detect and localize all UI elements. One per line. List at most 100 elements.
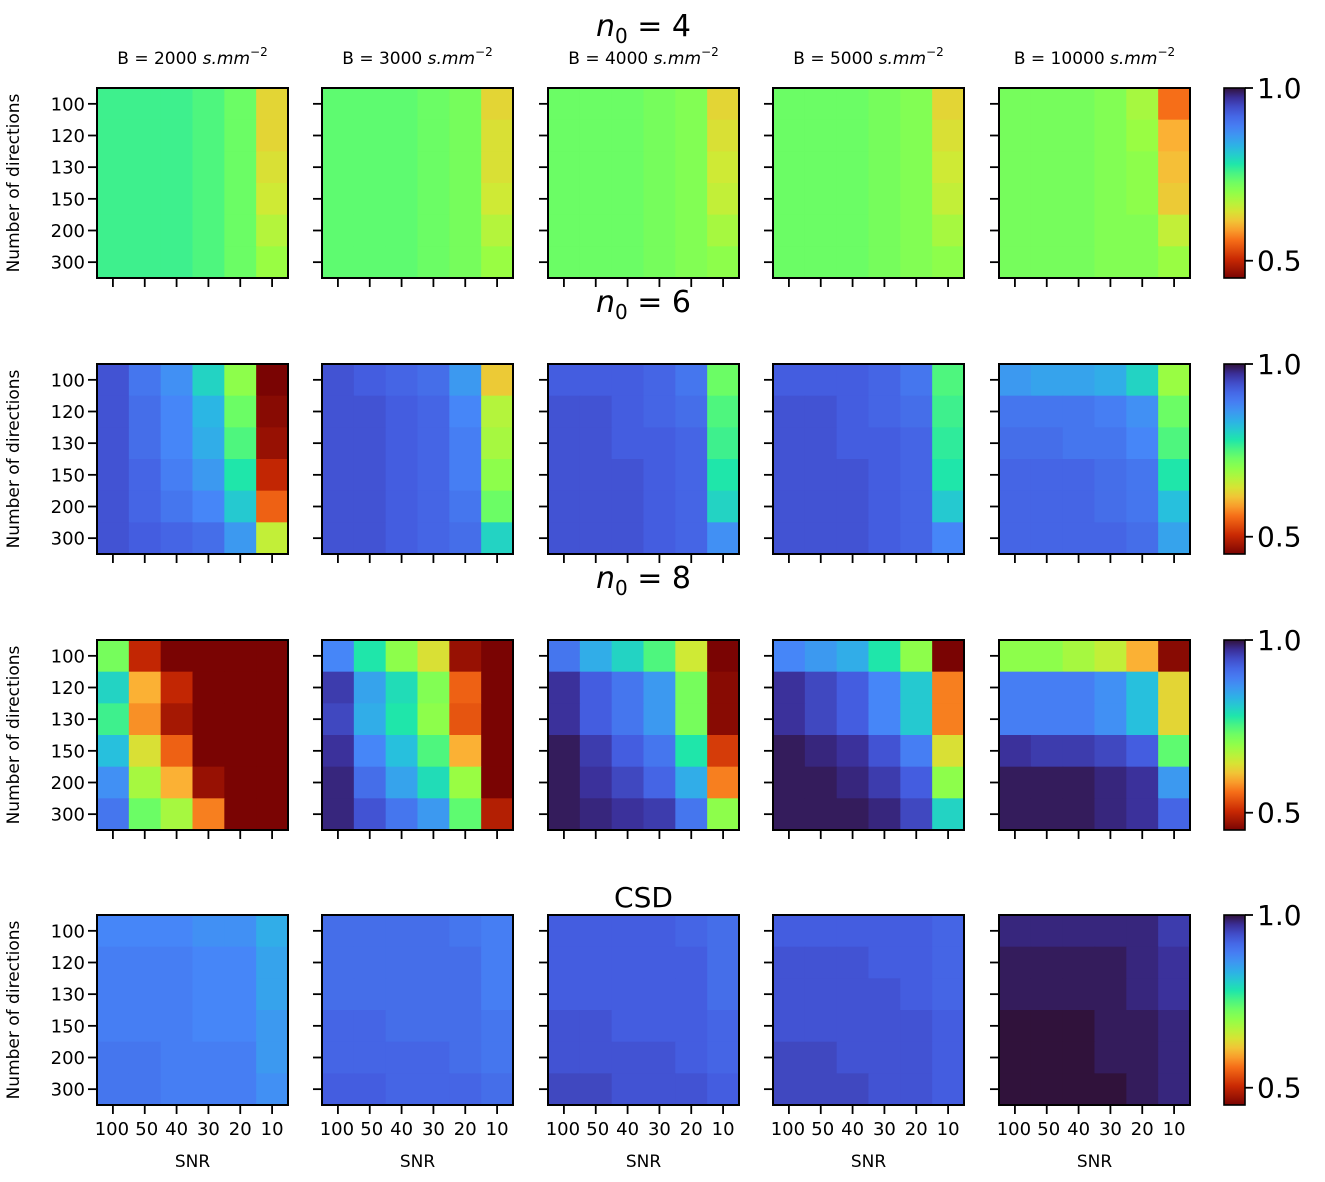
- heatmap-cell: [836, 183, 870, 216]
- heatmap-cell: [675, 1041, 708, 1074]
- heatmap-cell: [836, 735, 870, 768]
- heatmap-cell: [579, 119, 613, 152]
- heatmap-cell: [999, 1041, 1032, 1074]
- heatmap-cell: [97, 671, 130, 704]
- heatmap-cell: [548, 1010, 581, 1043]
- heatmap-cell: [128, 246, 162, 279]
- x-tick-label: 50: [135, 1119, 158, 1140]
- heatmap-cell: [548, 915, 581, 948]
- x-tick-label: 40: [616, 1119, 639, 1140]
- heatmap-cell: [128, 671, 162, 704]
- heatmap-cell: [999, 640, 1032, 673]
- heatmap-cell: [256, 151, 289, 184]
- heatmap-cell: [611, 1010, 645, 1043]
- heatmap-cell: [449, 671, 482, 704]
- heatmap-cell: [868, 214, 901, 247]
- heatmap-cell: [804, 766, 838, 799]
- heatmap-cell: [160, 1010, 194, 1043]
- heatmap-cell: [417, 1073, 450, 1106]
- heatmap-cell: [868, 119, 901, 152]
- column-header-b-2000: B = 2000 s.mm−2: [117, 45, 267, 69]
- heatmap-cell: [548, 214, 581, 247]
- heatmap-cell: [675, 766, 708, 799]
- heatmap-cell: [192, 766, 225, 799]
- heatmap-cell: [579, 459, 613, 492]
- heatmap-cell: [1126, 119, 1159, 152]
- heatmap-cell: [611, 766, 645, 799]
- heatmap-cell: [932, 119, 965, 152]
- heatmap-cell: [611, 1073, 645, 1106]
- x-tick-label: 40: [1067, 1119, 1090, 1140]
- heatmap-cell: [836, 395, 870, 428]
- heatmap-cell: [707, 1041, 740, 1074]
- heatmap-cell: [97, 1073, 130, 1106]
- colorbar-bar: [1223, 914, 1246, 1106]
- heatmap-cell: [322, 119, 355, 152]
- heatmap-cell: [353, 703, 387, 736]
- heatmap-cell: [1062, 427, 1096, 460]
- heatmap-cell: [97, 766, 130, 799]
- colorbar-bar: [1223, 87, 1246, 279]
- colorbar-tick-label: 1.0: [1257, 72, 1302, 105]
- heatmap-cell: [675, 946, 708, 979]
- heatmap-cell: [192, 214, 225, 247]
- heatmap-cell: [836, 766, 870, 799]
- heatmap-cell: [707, 798, 740, 831]
- heatmap-cell: [773, 395, 806, 428]
- heatmap-cell: [256, 427, 289, 460]
- y-tick-label: 120: [51, 678, 85, 699]
- heatmap-cell: [548, 946, 581, 979]
- heatmap-cell: [836, 119, 870, 152]
- heatmap-cell: [836, 640, 870, 673]
- heatmap-panel: 100 120 130 150 200 300: [51, 363, 289, 563]
- heatmap-cell: [707, 671, 740, 704]
- heatmap-cell: [675, 459, 708, 492]
- heatmap-cell: [932, 703, 965, 736]
- heatmap-cell: [999, 395, 1032, 428]
- heatmap-cell: [643, 119, 676, 152]
- heatmap-cell: [449, 459, 482, 492]
- heatmap-cell: [385, 119, 419, 152]
- heatmap-cell: [322, 1041, 355, 1074]
- panel-frame: [772, 363, 965, 555]
- heatmap-cell: [128, 1041, 162, 1074]
- heatmap-cell: [836, 1010, 870, 1043]
- heatmap-cell: [611, 490, 645, 523]
- heatmap-cell: [675, 703, 708, 736]
- heatmap-cell: [128, 364, 162, 397]
- x-tick-label: 20: [1131, 1119, 1154, 1140]
- heatmap-cell: [836, 490, 870, 523]
- heatmap-cell: [707, 946, 740, 979]
- heatmap-cell: [836, 978, 870, 1011]
- heatmap-cell: [224, 522, 257, 555]
- heatmap-cell: [449, 703, 482, 736]
- heatmap-cell: [611, 395, 645, 428]
- heatmap-cell: [192, 703, 225, 736]
- heatmap-cell: [773, 766, 806, 799]
- heatmap-cell: [160, 151, 194, 184]
- heatmap-cell: [643, 395, 676, 428]
- heatmap-cell: [97, 459, 130, 492]
- heatmap-cell: [1030, 427, 1064, 460]
- heatmap-panel: 100 120 130 150 200 300: [51, 87, 289, 287]
- heatmap-cell: [481, 978, 514, 1011]
- heatmap-cell: [804, 703, 838, 736]
- heatmap-cell: [322, 978, 355, 1011]
- heatmap-cell: [836, 246, 870, 279]
- heatmap-cell: [932, 798, 965, 831]
- x-tick-label: 40: [841, 1119, 864, 1140]
- heatmap-cell: [579, 490, 613, 523]
- heatmap-cell: [160, 522, 194, 555]
- heatmap-cell: [773, 119, 806, 152]
- heatmap-cell: [417, 522, 450, 555]
- heatmap-cell: [1030, 735, 1064, 768]
- heatmap-cell: [97, 88, 130, 121]
- heatmap-cell: [322, 88, 355, 121]
- heatmap-cell: [417, 915, 450, 948]
- heatmap-cell: [1062, 946, 1096, 979]
- heatmap-cell: [900, 1010, 933, 1043]
- heatmap-cell: [256, 915, 289, 948]
- heatmap-cell: [449, 151, 482, 184]
- heatmap-cell: [1126, 798, 1159, 831]
- heatmap-cell: [773, 427, 806, 460]
